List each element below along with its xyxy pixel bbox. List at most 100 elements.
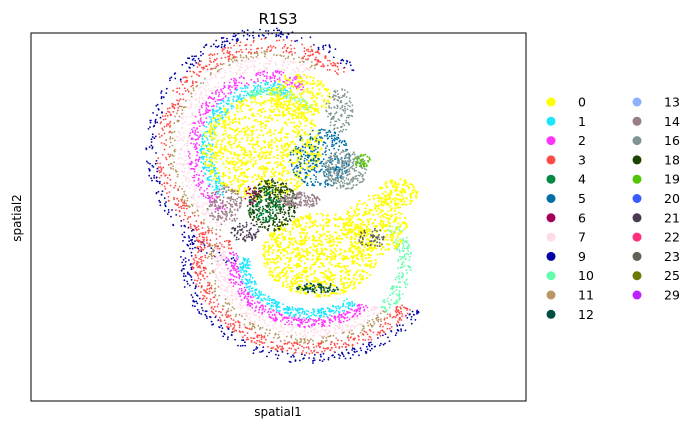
spot-0 [250, 134, 253, 137]
spot-3 [168, 111, 171, 114]
spot-1 [266, 83, 269, 86]
spot-0 [280, 144, 283, 147]
spot-0 [314, 135, 317, 139]
spot-7 [352, 324, 354, 327]
spot-11 [190, 92, 193, 95]
spot-3 [173, 196, 175, 199]
spot-2 [329, 322, 331, 324]
spot-9 [152, 125, 155, 128]
spot-9 [201, 241, 203, 244]
spot-2 [232, 278, 235, 281]
spot-7 [195, 98, 198, 101]
spot-3 [397, 321, 400, 324]
spot-3 [200, 60, 203, 63]
spot-3 [306, 342, 309, 345]
spot-2 [253, 81, 255, 83]
spot-3 [158, 176, 161, 179]
spot-11 [186, 197, 189, 200]
spot-2 [192, 176, 194, 179]
spot-2 [200, 170, 203, 173]
spot-2 [196, 137, 199, 140]
spot-3 [244, 334, 246, 337]
spot-10 [390, 288, 392, 290]
spot-7 [219, 249, 221, 252]
spot-7 [254, 322, 257, 324]
spot-9 [275, 353, 277, 356]
spot-3 [202, 248, 205, 251]
spot-3 [176, 197, 179, 200]
spot-3 [308, 352, 311, 355]
spot-10 [407, 253, 409, 256]
spot-3 [401, 313, 403, 315]
spot-2 [346, 312, 349, 314]
spot-7 [275, 64, 277, 66]
spot-0 [226, 135, 229, 138]
spot-1 [211, 143, 214, 146]
spot-0 [272, 132, 276, 136]
spot-9 [294, 360, 297, 362]
spot-10 [301, 98, 303, 101]
spot-2 [259, 306, 262, 308]
spot-1 [244, 266, 247, 268]
spot-1 [276, 300, 278, 303]
spot-3 [301, 43, 303, 46]
spot-3 [178, 93, 181, 95]
spot-2 [196, 154, 198, 157]
spot-9 [183, 231, 186, 234]
spot-11 [210, 250, 213, 253]
spot-0 [236, 158, 239, 161]
spot-9 [208, 315, 211, 318]
spot-7 [178, 136, 180, 139]
spot-10 [407, 245, 410, 248]
spot-11 [224, 301, 227, 304]
spot-0 [209, 125, 212, 128]
spot-10 [398, 228, 401, 231]
spot-10 [410, 253, 412, 255]
spot-0 [209, 150, 212, 153]
spot-3 [179, 98, 182, 101]
spot-0 [237, 100, 240, 103]
spot-3 [210, 229, 213, 232]
spot-9 [339, 354, 341, 357]
spot-7 [240, 63, 243, 66]
spot-3 [232, 323, 235, 325]
spot-0 [248, 156, 251, 159]
spot-3 [225, 313, 227, 316]
spot-1 [215, 188, 218, 191]
spot-3 [204, 300, 207, 302]
spot-2 [244, 84, 246, 87]
spot-1 [219, 184, 222, 187]
spot-0 [239, 107, 242, 110]
spot-11 [171, 144, 174, 147]
spot-0 [213, 137, 216, 140]
spot-11 [196, 84, 199, 87]
spot-7 [221, 268, 223, 270]
spot-2 [201, 180, 204, 182]
spot-10 [401, 276, 403, 278]
spot-9 [404, 329, 407, 332]
spot-2 [293, 76, 296, 79]
spot-0 [294, 109, 297, 112]
spot-10 [386, 300, 389, 303]
spot-9 [198, 297, 201, 300]
spot-2 [223, 82, 226, 84]
spot-0 [268, 161, 271, 165]
spot-7 [226, 296, 229, 299]
spot-9 [183, 279, 186, 282]
spot-11 [263, 50, 266, 52]
spot-7 [190, 103, 193, 106]
spot-0 [279, 161, 282, 164]
spot-9 [278, 29, 281, 32]
spot-9 [332, 56, 335, 59]
spot-7 [220, 77, 223, 79]
spot-7 [237, 69, 240, 72]
spot-3 [197, 239, 199, 242]
spot-3 [252, 337, 255, 340]
spot-10 [401, 247, 404, 249]
spot-7 [177, 130, 180, 133]
spot-3 [162, 172, 165, 175]
spot-2 [197, 182, 200, 185]
spot-3 [156, 162, 159, 165]
spot-3 [331, 64, 334, 67]
spot-3 [403, 306, 405, 309]
